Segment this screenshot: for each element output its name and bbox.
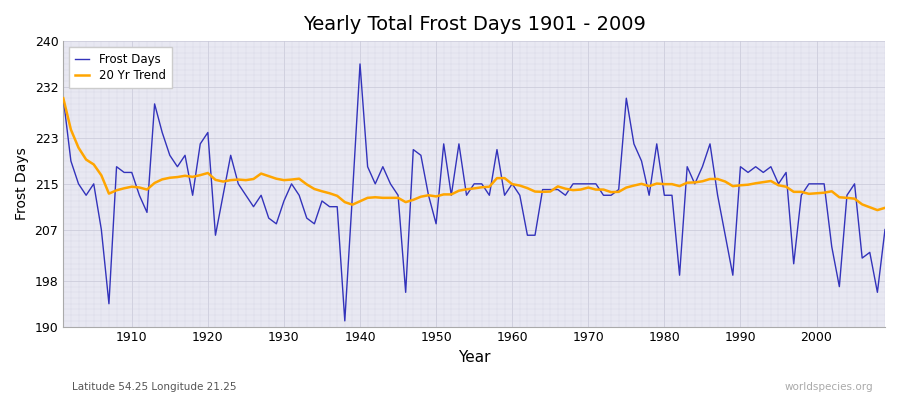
20 Yr Trend — [286, 177, 297, 182]
X-axis label: Year: Year — [458, 350, 491, 365]
Frost Days — [522, 233, 533, 238]
Frost Days — [286, 182, 297, 186]
20 Yr Trend — [872, 208, 883, 212]
Frost Days — [879, 227, 890, 232]
20 Yr Trend — [332, 194, 343, 198]
Frost Days — [515, 193, 526, 198]
Frost Days — [613, 187, 624, 192]
Text: Latitude 54.25 Longitude 21.25: Latitude 54.25 Longitude 21.25 — [72, 382, 237, 392]
Frost Days — [339, 318, 350, 323]
20 Yr Trend — [500, 176, 510, 180]
Line: Frost Days: Frost Days — [63, 64, 885, 321]
Y-axis label: Frost Days: Frost Days — [15, 148, 29, 220]
Frost Days — [119, 170, 130, 175]
Title: Yearly Total Frost Days 1901 - 2009: Yearly Total Frost Days 1901 - 2009 — [302, 15, 645, 34]
20 Yr Trend — [119, 186, 130, 191]
Text: worldspecies.org: worldspecies.org — [785, 382, 873, 392]
20 Yr Trend — [58, 96, 68, 101]
Line: 20 Yr Trend: 20 Yr Trend — [63, 98, 885, 210]
20 Yr Trend — [507, 182, 517, 186]
20 Yr Trend — [598, 187, 609, 192]
20 Yr Trend — [879, 206, 890, 210]
Frost Days — [58, 96, 68, 101]
Legend: Frost Days, 20 Yr Trend: Frost Days, 20 Yr Trend — [69, 47, 172, 88]
Frost Days — [332, 204, 343, 209]
Frost Days — [355, 62, 365, 66]
